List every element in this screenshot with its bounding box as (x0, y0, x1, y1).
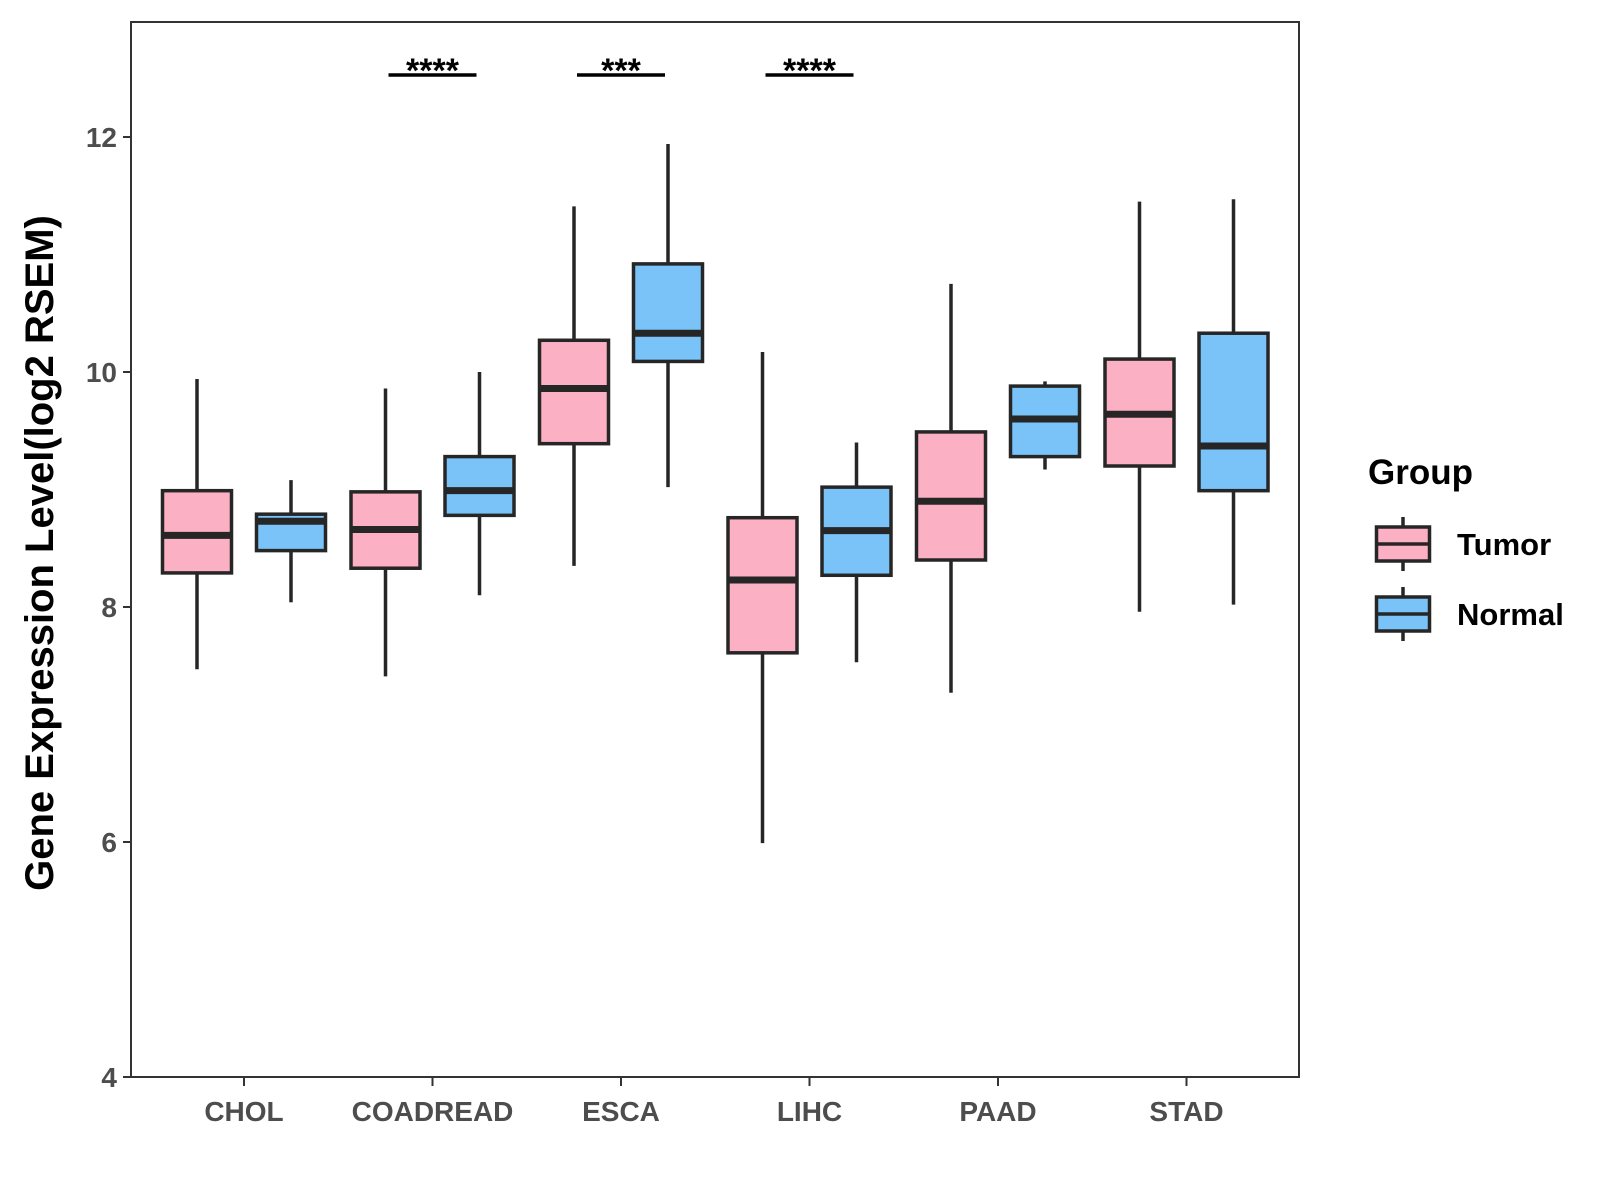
legend-label: Tumor (1457, 527, 1551, 562)
box-normal-esca (631, 144, 705, 488)
box-iqr (443, 454, 516, 518)
y-axis-title: Gene Expression Level(log2 RSEM) (18, 215, 62, 891)
box-iqr (914, 430, 988, 562)
significance-label: *** (601, 52, 641, 90)
box-normal-stad (1197, 199, 1270, 605)
plot-panel-border (130, 21, 1300, 1078)
box-tumor-esca (537, 206, 611, 566)
x-tick-label: STAD (1149, 1096, 1223, 1127)
y-tick-label: 4 (101, 1062, 117, 1093)
legend: Group Tumor Normal (1368, 453, 1564, 641)
box-normal-paad (1008, 381, 1082, 470)
box-normal-lihc (820, 442, 893, 663)
box-iqr (160, 488, 234, 575)
x-tick-label: LIHC (777, 1096, 842, 1127)
legend-title: Group (1368, 453, 1473, 492)
y-tick-label: 12 (86, 122, 117, 153)
x-tick-label: ESCA (582, 1096, 660, 1127)
x-tick-label: CHOL (204, 1096, 283, 1127)
x-tick-label: PAAD (959, 1096, 1036, 1127)
legend-item-normal: Normal (1374, 587, 1564, 641)
legend-item-tumor: Tumor (1374, 517, 1551, 571)
box-tumor-lihc (726, 352, 799, 844)
box-tumor-stad (1103, 201, 1176, 612)
box-normal-coadread (443, 372, 516, 596)
box-iqr (726, 515, 799, 655)
significance-label: **** (783, 52, 837, 90)
legend-label: Normal (1457, 597, 1564, 632)
box-iqr (631, 262, 705, 364)
box-iqr (537, 338, 611, 446)
x-tick-label: COADREAD (352, 1096, 514, 1127)
box-tumor-coadread (349, 388, 422, 677)
box-iqr (1197, 331, 1270, 493)
box-normal-chol (254, 480, 328, 603)
box-tumor-chol (160, 379, 234, 670)
y-tick-label: 10 (86, 357, 117, 388)
y-tick-label: 6 (101, 827, 117, 858)
y-tick-label: 8 (101, 592, 117, 623)
significance-label: **** (406, 52, 460, 90)
box-tumor-paad (914, 283, 988, 693)
